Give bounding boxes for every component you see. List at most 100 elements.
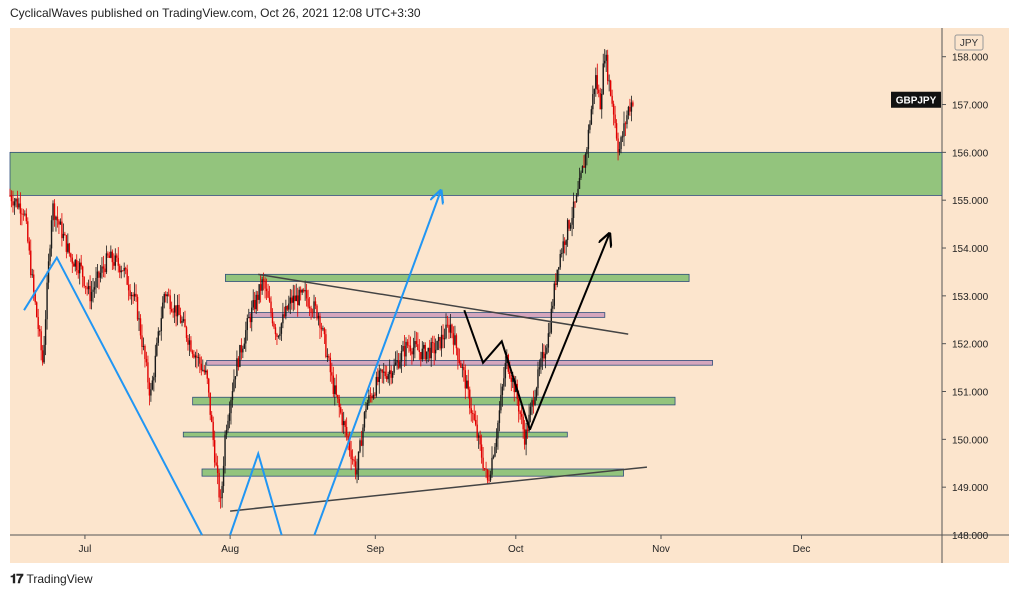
candle-body	[184, 319, 186, 328]
candle-body	[61, 221, 63, 239]
candle-body	[390, 370, 392, 378]
drawing-blue-2	[23, 255, 203, 536]
candle-body	[280, 323, 283, 334]
candle	[472, 410, 474, 423]
candle	[35, 301, 38, 318]
y-tick-label: 150.000	[952, 435, 989, 446]
candle-body	[485, 468, 487, 470]
candle-body	[56, 216, 59, 221]
candle	[578, 167, 581, 189]
candle-body	[602, 63, 604, 94]
candle-body	[596, 75, 599, 90]
candle-body	[286, 306, 289, 310]
candle-body	[127, 284, 130, 291]
candle	[412, 337, 415, 362]
candle	[46, 271, 48, 330]
candle	[170, 301, 173, 313]
tradingview-footer[interactable]: 𝟏𝟕 TradingView	[10, 571, 93, 587]
candle-body	[477, 435, 480, 438]
y-tick-label: 153.000	[952, 292, 989, 303]
candle-body	[96, 271, 99, 278]
candle	[429, 339, 431, 361]
candle	[163, 292, 165, 309]
candle	[565, 239, 567, 256]
candle	[323, 327, 326, 345]
candle-body	[187, 338, 189, 345]
candle	[375, 371, 378, 398]
candle-body	[583, 166, 585, 168]
candle	[162, 296, 164, 319]
candle	[191, 349, 194, 358]
candle-body	[163, 294, 165, 303]
candle-body	[611, 95, 613, 104]
candle	[15, 197, 17, 208]
candle-body	[417, 344, 419, 351]
candle-body	[503, 378, 505, 387]
candle-body	[181, 320, 183, 323]
candle-body	[252, 300, 254, 308]
candle-body	[298, 289, 300, 306]
candle	[12, 190, 14, 213]
candle-body	[147, 362, 149, 383]
candle	[562, 234, 564, 262]
candle-body	[437, 337, 440, 342]
tradingview-brand: TradingView	[26, 572, 93, 586]
candle-body	[113, 262, 115, 266]
candle	[181, 316, 183, 327]
candle-body	[268, 297, 271, 302]
candle	[153, 372, 155, 392]
candle-body	[621, 136, 624, 138]
candle-body	[322, 328, 324, 330]
candle-body	[16, 198, 19, 208]
candle	[173, 293, 176, 324]
candle	[283, 306, 286, 319]
candle-body	[154, 355, 157, 378]
candle-body	[205, 370, 207, 373]
candle-body	[452, 333, 455, 345]
candle-body	[329, 357, 332, 373]
candle	[402, 340, 404, 352]
candle	[469, 386, 471, 415]
candle	[151, 375, 154, 391]
candle-body	[176, 304, 179, 317]
candle	[316, 304, 318, 321]
candle	[258, 284, 260, 304]
candle	[356, 458, 358, 484]
candle	[596, 63, 599, 95]
candle-body	[271, 312, 274, 324]
candle	[62, 223, 65, 241]
candle-body	[313, 301, 315, 313]
candle	[368, 389, 370, 406]
candle	[119, 263, 121, 279]
candle	[372, 387, 375, 400]
publisher-line: CyclicalWaves published on TradingView.c…	[10, 6, 421, 20]
candle	[19, 192, 22, 226]
candle-body	[552, 305, 554, 309]
candle	[519, 410, 521, 420]
candle	[531, 398, 533, 416]
candle-body	[512, 377, 514, 382]
candle-body	[454, 335, 456, 345]
candle-body	[153, 377, 155, 381]
candle	[362, 424, 364, 458]
candle-body	[129, 290, 131, 297]
candle	[193, 349, 195, 359]
candle-body	[18, 203, 20, 208]
candle	[415, 331, 418, 347]
candle-body	[400, 350, 403, 362]
candle	[405, 337, 407, 366]
drawing-black-5	[463, 309, 531, 431]
candle-body	[517, 399, 520, 412]
candle	[451, 323, 453, 339]
candle	[489, 470, 492, 483]
candle-body	[216, 465, 219, 473]
candle	[329, 352, 332, 382]
candle-body	[165, 294, 167, 297]
candle-body	[173, 305, 176, 313]
candle	[50, 215, 53, 257]
candle-body	[12, 201, 14, 206]
candle	[74, 258, 76, 272]
candle	[345, 417, 348, 441]
candle	[167, 288, 170, 297]
